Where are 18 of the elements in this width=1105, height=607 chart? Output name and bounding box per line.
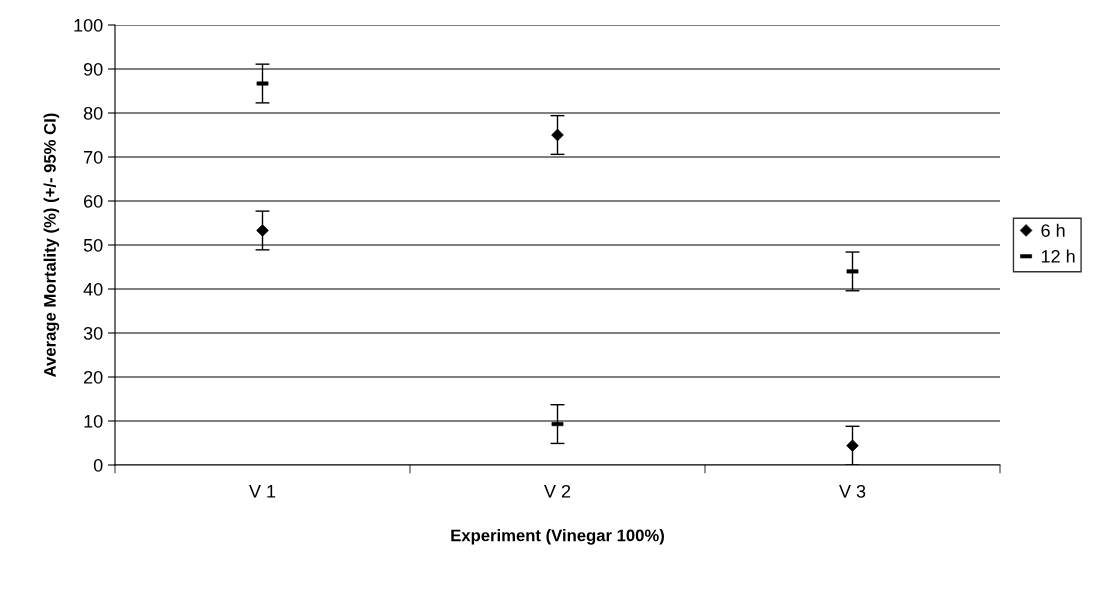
y-axis-title: Average Mortality (%) (+/- 95% CI) [43, 113, 60, 377]
y-tick-label: 30 [83, 326, 103, 340]
y-tick-label: 70 [84, 150, 103, 164]
y-tick-label: 100 [74, 18, 103, 32]
y-tick-label: 60 [84, 194, 103, 208]
legend-label: 12 h [1041, 249, 1075, 263]
x-tick-label: V 2 [544, 484, 571, 498]
y-tick-label: 10 [84, 414, 103, 428]
y-tick-label: 40 [83, 282, 103, 296]
y-tick-label: 80 [83, 106, 103, 120]
y-tick-label: 0 [93, 458, 103, 472]
x-tick-label: V 1 [249, 485, 276, 498]
legend-label: 6 h [1041, 223, 1065, 237]
y-tick-label: 50 [83, 238, 103, 252]
x-axis-title: Experiment (Vinegar 100%) [451, 529, 664, 545]
y-tick-label: 20 [84, 370, 103, 384]
x-tick-label: V 3 [839, 484, 866, 498]
y-tick-label: 90 [83, 62, 103, 76]
